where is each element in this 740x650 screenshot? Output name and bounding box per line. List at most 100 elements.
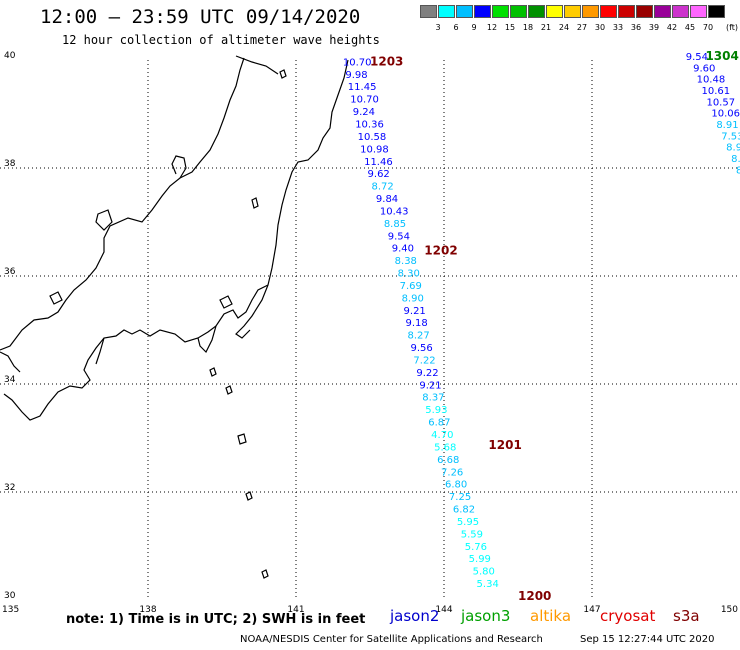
sado-island <box>95 209 113 231</box>
map-subtitle: 12 hour collection of altimeter wave hei… <box>62 33 380 47</box>
colorbar-label: 15 <box>504 23 516 32</box>
legend-item-jason3: jason3 <box>461 607 511 625</box>
credit-text: NOAA/NESDIS Center for Satellite Applica… <box>240 634 543 645</box>
colorbar-label: 39 <box>648 23 660 32</box>
colorbar-unit: (ft) <box>725 23 739 32</box>
wave-height-value: 8.91 <box>716 120 738 131</box>
wave-height-value: 5.34 <box>477 579 499 590</box>
legend-item-jason2: jason2 <box>390 607 440 625</box>
wave-height-value: 5.80 <box>473 567 495 578</box>
colorbar-swatch <box>546 5 563 18</box>
lat-tick-label: 34 <box>4 375 16 385</box>
oki-island <box>49 291 63 305</box>
island-7 <box>251 197 259 209</box>
wave-height-value: 8.90 <box>402 293 424 304</box>
wave-height-value: 7.22 <box>413 355 435 366</box>
wave-height-value: 9.62 <box>368 169 390 180</box>
colorbar-swatch <box>654 5 671 18</box>
colorbar-swatch <box>420 5 437 18</box>
footer-note: note: 1) Time is in UTC; 2) SWH is in fe… <box>66 612 366 627</box>
lat-tick-label: 36 <box>4 267 16 277</box>
pass-label: 1202 <box>424 243 457 257</box>
shikoku-coast <box>0 351 21 373</box>
wave-height-value: 9.60 <box>693 63 715 74</box>
colorbar-swatch <box>672 5 689 18</box>
wave-height-value: 9.24 <box>353 107 375 118</box>
lat-tick-label: 40 <box>4 51 16 61</box>
noto-peninsula <box>171 155 187 179</box>
colorbar-swatch <box>582 5 599 18</box>
colorbar-swatch <box>510 5 527 18</box>
wave-height-value: 8.93 <box>726 143 740 154</box>
wave-height-value: 5.68 <box>434 442 456 453</box>
island-3 <box>225 385 233 395</box>
wave-height-value: 10.70 <box>343 57 372 68</box>
lon-tick-label: 150 <box>721 605 738 615</box>
wave-height-value: 10.43 <box>380 206 409 217</box>
colorbar-label: 33 <box>612 23 624 32</box>
colorbar-label: 9 <box>471 23 477 32</box>
island-4 <box>237 433 247 445</box>
colorbar-label: 24 <box>558 23 570 32</box>
colorbar-label: 70 <box>702 23 714 32</box>
wave-height-value: 9.84 <box>376 194 398 205</box>
honshu-coastline <box>3 59 349 421</box>
legend-item-s3a: s3a <box>673 607 700 625</box>
wave-height-value: 8.37 <box>422 393 444 404</box>
pass-label: 1203 <box>370 54 403 68</box>
wave-height-value: 8.85 <box>384 219 406 230</box>
pass-labels: 1203 1202 1201 1200 1304 <box>370 49 739 603</box>
colorbar-swatch <box>636 5 653 18</box>
colorbar-label: 27 <box>576 23 588 32</box>
wave-height-value: 6.80 <box>445 480 467 491</box>
wave-height-value: 7.26 <box>441 467 463 478</box>
wave-height-value: 5.93 <box>425 405 447 416</box>
lat-tick-label: 38 <box>4 159 16 169</box>
wave-height-value: 6.68 <box>437 455 459 466</box>
wave-height-value: 11.45 <box>348 82 377 93</box>
wave-height-value: 8.60 <box>731 154 740 165</box>
wave-height-value: 8.30 <box>398 269 420 280</box>
colorbar-label: 6 <box>453 23 459 32</box>
colorbar-label: 12 <box>486 23 498 32</box>
lat-tick-label: 30 <box>4 591 16 601</box>
colorbar-label: 18 <box>522 23 534 32</box>
wave-height-value: 5.76 <box>465 542 487 553</box>
colorbar-label: 3 <box>435 23 441 32</box>
wave-height-value: 10.58 <box>358 132 387 143</box>
pass-label: 1304 <box>705 49 738 63</box>
izu-peninsula <box>197 325 217 354</box>
wave-height-value: 8.72 <box>371 182 393 193</box>
wave-height-value: 9.54 <box>686 52 708 63</box>
pass-label: 1201 <box>488 438 521 452</box>
wave-height-value: 7.69 <box>400 281 422 292</box>
colorbar-swatch <box>600 5 617 18</box>
colorbar-label: 45 <box>684 23 696 32</box>
wave-height-values: 10.709.9811.4510.709.2410.3610.5810.9811… <box>343 52 740 590</box>
wave-height-value: 9.21 <box>404 306 426 317</box>
wave-height-value: 9.40 <box>392 244 414 255</box>
wave-height-value: 10.48 <box>697 75 726 86</box>
colorbar-swatch <box>456 5 473 18</box>
wave-height-value: 9.54 <box>388 231 410 242</box>
colorbar-label: 36 <box>630 23 642 32</box>
colorbar-label: 42 <box>666 23 678 32</box>
island-2 <box>209 367 217 377</box>
colorbar-swatch <box>438 5 455 18</box>
wave-height-value: 11.46 <box>364 157 393 168</box>
wave-height-value: 10.98 <box>360 144 389 155</box>
wave-height-value: 8.27 <box>407 331 429 342</box>
wave-height-value: 9.56 <box>410 343 432 354</box>
wave-height-value: 9.98 <box>345 70 367 81</box>
wave-height-value: 10.36 <box>355 120 384 131</box>
lon-tick-label: 141 <box>287 605 304 615</box>
island-6 <box>261 569 269 579</box>
lon-tick-label: 147 <box>583 605 600 615</box>
axis-tick-labels: 135 138 141 144 147 150 40 38 36 34 32 30 <box>2 51 738 615</box>
colorbar-label: 30 <box>594 23 606 32</box>
lon-tick-label: 144 <box>435 605 452 615</box>
colorbar-swatch <box>528 5 545 18</box>
wave-height-value: 7.53 <box>721 131 740 142</box>
japan-coastline <box>0 55 349 579</box>
